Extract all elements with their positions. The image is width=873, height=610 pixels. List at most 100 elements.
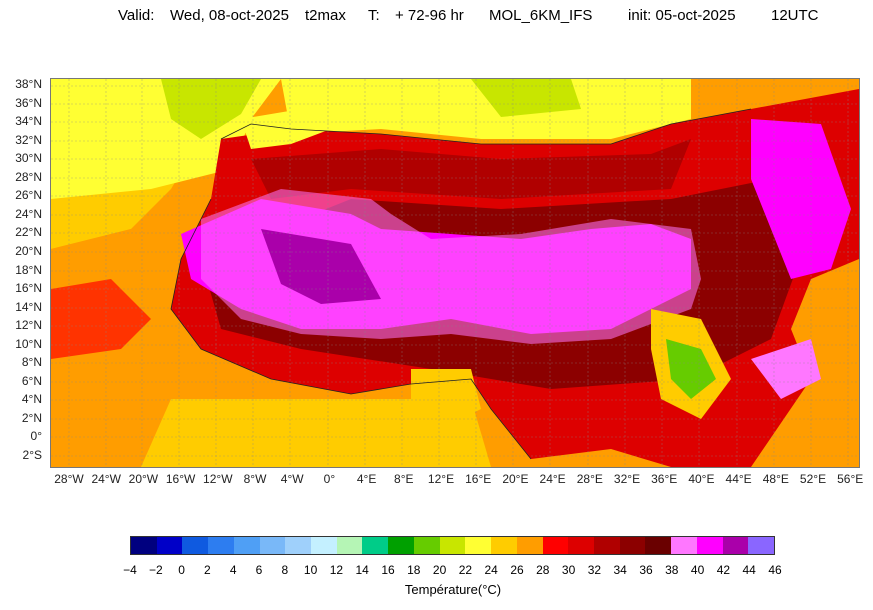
colorbar-segment — [722, 537, 749, 554]
lon-label: 0° — [323, 472, 336, 486]
lon-label: 52°E — [799, 472, 827, 486]
atlas-yellow — [241, 109, 331, 149]
central-africa-yellow — [411, 369, 481, 429]
colorbar-tick-label: 0 — [178, 563, 185, 577]
colorbar-tick-label: 8 — [281, 563, 289, 577]
atlantic-warm-patch — [51, 279, 151, 359]
lat-label: 2°S — [22, 448, 42, 462]
sahara-purple-core — [261, 229, 381, 304]
lon-label: 40°E — [688, 472, 715, 486]
colorbar-tick-label: 16 — [381, 563, 395, 577]
colorbar-tick-label: 2 — [204, 563, 211, 577]
lat-label: 36°N — [15, 95, 42, 110]
colorbar-segment — [208, 537, 234, 554]
colorbar-tick-label: 42 — [716, 563, 731, 577]
lon-label: 24°E — [539, 472, 566, 486]
colorbar-segment — [568, 537, 594, 554]
colorbar-tick-label: 28 — [536, 563, 550, 577]
lat-label: 4°N — [21, 392, 42, 407]
lat-label: 22°N — [15, 225, 42, 240]
colorbar-segment — [131, 537, 157, 554]
forecast-range: + 72-96 hr — [395, 7, 464, 24]
colorbar-tick-label: −4 — [123, 563, 137, 577]
lon-label: 28°E — [576, 472, 603, 486]
colorbar-tick-label: 26 — [510, 563, 524, 577]
lat-label: 6°N — [21, 373, 42, 388]
colorbar-segment — [491, 537, 517, 554]
lat-label: 2°N — [21, 410, 42, 425]
lat-label: 28°N — [15, 169, 42, 184]
colorbar-segment — [619, 537, 646, 554]
colorbar-segment — [413, 537, 440, 554]
colorbar-tick-label: 20 — [432, 563, 447, 577]
lon-label: 28°W — [54, 472, 84, 486]
colorbar-tick-label: 6 — [255, 563, 263, 577]
lat-label: 0° — [30, 429, 42, 444]
init-time: 12UTC — [771, 7, 819, 24]
ethiopia-green — [666, 339, 716, 399]
lon-label: 8°W — [243, 472, 267, 486]
lon-label: 20°E — [502, 472, 529, 486]
colorbar-segment — [388, 537, 414, 554]
lon-label: 8°E — [394, 472, 414, 486]
colorbar-segment — [259, 537, 286, 554]
colorbar-segment — [516, 537, 543, 554]
lat-label: 30°N — [15, 151, 42, 166]
colorbar-tick-label: 24 — [484, 563, 498, 577]
lat-label: 10°N — [15, 336, 42, 351]
colorbar-tick-label: 12 — [329, 563, 344, 577]
colorbar-tick-label: 4 — [229, 563, 237, 577]
colorbar-segment — [696, 537, 723, 554]
lat-label: 8°N — [21, 355, 42, 370]
horn-hot-patch — [751, 339, 821, 399]
colorbar-segment — [182, 537, 209, 554]
colorbar-segment — [671, 537, 697, 554]
lat-label: 32°N — [15, 132, 42, 147]
init-date: init: 05-oct-2025 — [628, 7, 736, 24]
colorbar-segment — [748, 537, 774, 554]
colorbar-segment — [465, 537, 492, 554]
colorbar-segment — [233, 537, 260, 554]
lon-label: 44°E — [725, 472, 752, 486]
mediterranean-green — [471, 79, 581, 117]
coastline — [170, 108, 752, 460]
colorbar-segment — [439, 537, 466, 554]
colorbar-segment — [645, 537, 672, 554]
colorbar-tick-label: 10 — [303, 563, 318, 577]
colorbar-segment — [593, 537, 620, 554]
lon-label: 4°E — [356, 472, 377, 486]
lon-label: 12°W — [203, 472, 233, 486]
colorbar-tick-label: 36 — [639, 563, 653, 577]
lon-label: 12°E — [427, 472, 455, 486]
model-name: MOL_6KM_IFS — [489, 7, 593, 24]
sahara-pink-fringe — [201, 189, 701, 344]
forecast-time-label: T: — [368, 7, 380, 24]
colorbar-segment — [362, 537, 389, 554]
colorbar-tick-label: 38 — [665, 563, 679, 577]
lat-label: 18°N — [15, 262, 42, 277]
lon-label: 20°W — [128, 472, 159, 486]
lon-label: 32°E — [613, 472, 641, 486]
lon-label: 56°E — [837, 472, 864, 486]
lon-label: 16°E — [465, 472, 492, 486]
valid-date: Wed, 08-oct-2025 — [170, 7, 289, 24]
lat-label: 14°N — [15, 299, 42, 314]
colorbar-title: Température(°C) — [404, 582, 502, 597]
variable-name: t2max — [305, 7, 346, 24]
colorbar — [130, 536, 775, 555]
colorbar-tick-label: 32 — [587, 563, 602, 577]
lon-label: 48°E — [762, 472, 789, 486]
colorbar-tick-label: 34 — [613, 563, 627, 577]
colorbar-tick-label: 40 — [690, 563, 705, 577]
iberia-green — [161, 79, 261, 139]
colorbar-tick-label: 44 — [742, 563, 756, 577]
lat-label: 26°N — [15, 188, 42, 203]
lon-label: 4°W — [280, 472, 304, 486]
lat-label: 16°N — [15, 281, 42, 296]
colorbar-tick-label: 18 — [407, 563, 421, 577]
lon-label: 36°E — [651, 472, 678, 486]
colorbar-segment — [542, 537, 569, 554]
lat-label: 34°N — [15, 114, 42, 129]
temperature-map — [50, 78, 860, 468]
colorbar-tick-label: 46 — [768, 563, 782, 577]
